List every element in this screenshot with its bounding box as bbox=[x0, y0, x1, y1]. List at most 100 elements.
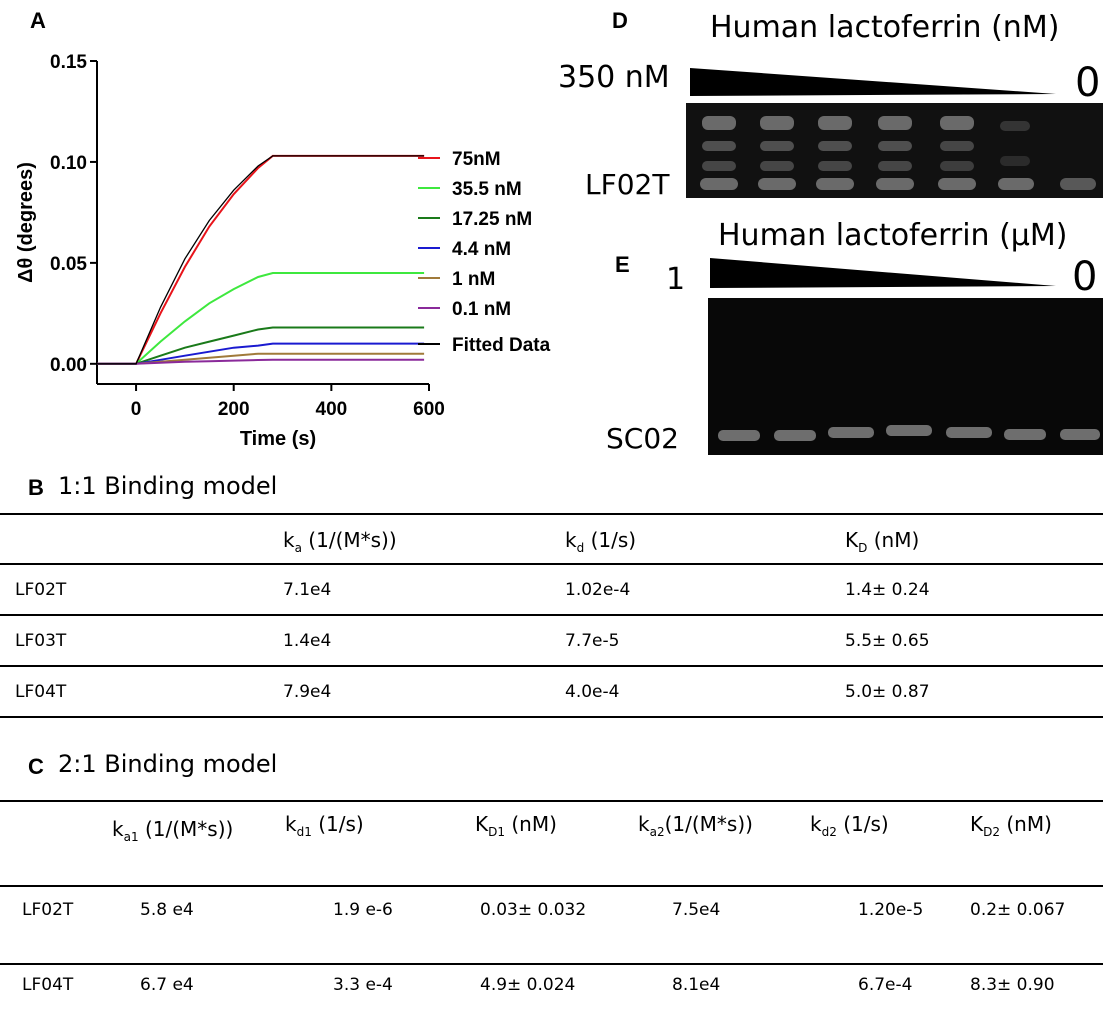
gel-right-label: 0 bbox=[1072, 254, 1098, 300]
header-rest: (1/(M*s)) bbox=[138, 817, 234, 841]
header-sub: D1 bbox=[488, 825, 505, 839]
table-title: 1:1 Binding model bbox=[58, 472, 278, 500]
header-main: k bbox=[810, 812, 822, 836]
column-header: KD (nM) bbox=[845, 528, 919, 555]
legend-label: Fitted Data bbox=[452, 335, 551, 356]
y-tick-label: 0.15 bbox=[50, 52, 87, 73]
table-cell: 1.02e-4 bbox=[565, 580, 631, 600]
table-cell: 7.7e-5 bbox=[565, 631, 620, 651]
header-rest: (1/s) bbox=[836, 812, 889, 836]
table-cell: 0.2± 0.067 bbox=[970, 900, 1066, 920]
gradient-wedge bbox=[690, 68, 1056, 96]
table-cell: 7.1e4 bbox=[283, 580, 332, 600]
gel-title: Human lactoferrin (nM) bbox=[710, 10, 1060, 45]
y-tick-label: 0.10 bbox=[50, 153, 87, 174]
y-tick-label: 0.05 bbox=[50, 254, 87, 275]
header-rest: (nM) bbox=[505, 812, 557, 836]
panel-label: B bbox=[28, 475, 44, 500]
panel-label: D bbox=[612, 8, 628, 33]
table-cell: LF03T bbox=[15, 631, 67, 651]
legend-label: 1 nM bbox=[452, 269, 495, 290]
column-header: kd (1/s) bbox=[565, 528, 636, 555]
table-cell: LF04T bbox=[15, 682, 67, 702]
y-axis-title: Δθ (degrees) bbox=[15, 162, 37, 283]
table-cell: LF02T bbox=[15, 580, 67, 600]
table-cell: 1.4e4 bbox=[283, 631, 332, 651]
table-cell: LF02T bbox=[22, 900, 74, 920]
table-cell: 6.7e-4 bbox=[858, 975, 913, 995]
header-rest: (1/(M*s)) bbox=[664, 812, 753, 836]
legend-label: 35.5 nM bbox=[452, 179, 522, 200]
header-sub: a bbox=[294, 541, 302, 555]
table-rule bbox=[0, 614, 1103, 616]
table-cell: 1.9 e-6 bbox=[333, 900, 393, 920]
header-sub: d2 bbox=[821, 825, 837, 839]
header-rest: (1/s) bbox=[311, 812, 364, 836]
gel-sample: LF02T bbox=[585, 168, 670, 201]
panel-label: C bbox=[28, 754, 44, 779]
gel-left-label: 350 nM bbox=[558, 60, 670, 95]
header-sub: D bbox=[858, 541, 868, 555]
legend-label: 0.1 nM bbox=[452, 299, 511, 320]
header-main: k bbox=[638, 812, 650, 836]
table-cell: 4.0e-4 bbox=[565, 682, 620, 702]
table-cell: 5.0± 0.87 bbox=[845, 682, 930, 702]
gel-title: Human lactoferrin (μM) bbox=[718, 218, 1068, 253]
column-header: KD1 (nM) bbox=[475, 812, 557, 839]
table-cell: 6.7 e4 bbox=[140, 975, 194, 995]
x-tick-label: 400 bbox=[316, 399, 348, 420]
table-cell: 1.4± 0.24 bbox=[845, 580, 930, 600]
table-cell: 8.3± 0.90 bbox=[970, 975, 1055, 995]
data-line bbox=[97, 154, 425, 365]
header-main: k bbox=[285, 812, 297, 836]
gradient-wedge bbox=[710, 258, 1056, 288]
panel-label: A bbox=[30, 8, 46, 33]
gel-bands bbox=[700, 116, 1096, 190]
gel-right-label: 0 bbox=[1075, 60, 1101, 106]
table-rule bbox=[0, 665, 1103, 667]
header-sub: a1 bbox=[123, 830, 139, 844]
table-cell: 7.9e4 bbox=[283, 682, 332, 702]
table-cell: 5.8 e4 bbox=[140, 900, 194, 920]
header-sub: d bbox=[576, 541, 585, 555]
x-tick-label: 0 bbox=[131, 399, 142, 420]
table-rule bbox=[0, 963, 1103, 965]
data-line bbox=[97, 272, 425, 365]
header-sub: D2 bbox=[983, 825, 1000, 839]
header-rest: (1/(M*s)) bbox=[301, 528, 397, 552]
panel-label: E bbox=[615, 252, 630, 277]
column-header: ka2(1/(M*s)) bbox=[638, 812, 753, 839]
table-rule bbox=[0, 563, 1103, 565]
header-rest: (nM) bbox=[1000, 812, 1052, 836]
column-header: kd1 (1/s) bbox=[285, 812, 364, 839]
data-line bbox=[97, 326, 425, 365]
gel-left-label: 1 bbox=[666, 262, 686, 297]
chart: 0.00 0.05 0.10 0.15 0 200 400 600 Time (s) Δθ (de… bbox=[15, 52, 551, 450]
column-header: kd2 (1/s) bbox=[810, 812, 889, 839]
header-rest: (nM) bbox=[867, 528, 920, 552]
gel-e bbox=[708, 258, 1103, 455]
legend-label: 75nM bbox=[452, 149, 501, 170]
gel-d bbox=[686, 68, 1103, 198]
table-cell: 5.5± 0.65 bbox=[845, 631, 930, 651]
column-header: ka (1/(M*s)) bbox=[283, 528, 397, 555]
table-title: 2:1 Binding model bbox=[58, 750, 278, 778]
table-cell: 1.20e-5 bbox=[858, 900, 924, 920]
table-rule bbox=[0, 800, 1103, 802]
table-cell: 3.3 e-4 bbox=[333, 975, 393, 995]
table-cell: LF04T bbox=[22, 975, 74, 995]
y-tick-label: 0.00 bbox=[50, 355, 87, 376]
x-tick-label: 600 bbox=[413, 399, 445, 420]
header-main: k bbox=[112, 817, 124, 841]
gel-sample: SC02 bbox=[606, 422, 679, 455]
table-cell: 0.03± 0.032 bbox=[480, 900, 587, 920]
table-rule bbox=[0, 513, 1103, 515]
table-cell: 8.1e4 bbox=[672, 975, 721, 995]
header-sub: a2 bbox=[649, 825, 665, 839]
x-axis-title: Time (s) bbox=[240, 428, 316, 450]
x-tick-label: 200 bbox=[218, 399, 250, 420]
header-main: K bbox=[970, 812, 984, 836]
data-line bbox=[97, 358, 425, 365]
table-rule bbox=[0, 716, 1103, 718]
